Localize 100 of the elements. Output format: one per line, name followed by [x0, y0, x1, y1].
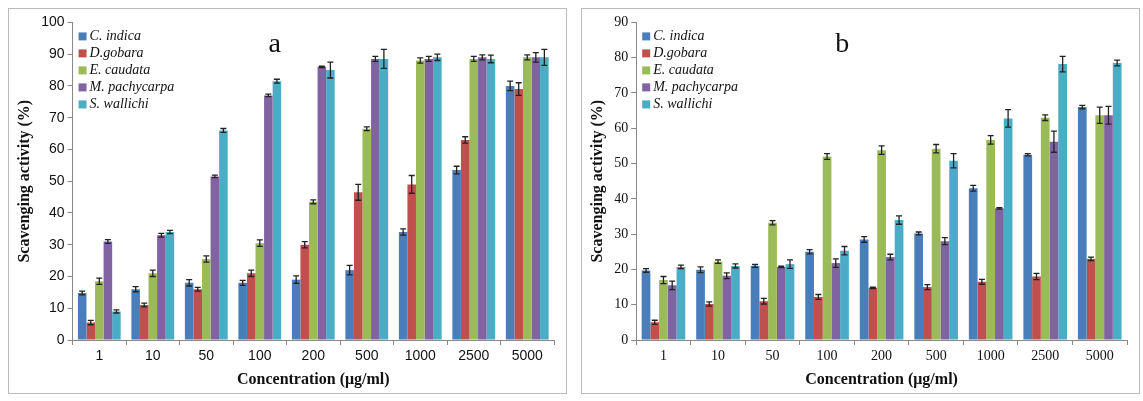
- bar: [353, 192, 363, 340]
- legend-label: E. caudata: [88, 62, 151, 78]
- bar: [238, 282, 247, 340]
- y-tick-label: 60: [48, 140, 65, 157]
- bar: [676, 266, 686, 340]
- bar: [514, 89, 523, 340]
- bar: [139, 305, 149, 340]
- bar: [112, 311, 121, 340]
- bar: [345, 270, 354, 340]
- y-axis-title: Scavenging activity (%): [587, 99, 606, 263]
- bar: [424, 58, 434, 340]
- bar: [1104, 115, 1113, 340]
- bar: [1077, 107, 1087, 340]
- y-tick-label: 60: [614, 119, 629, 135]
- bar: [813, 296, 823, 340]
- bar: [986, 139, 996, 340]
- bar: [398, 232, 408, 340]
- legend-label: C. indica: [653, 28, 705, 44]
- legend-label: D.gobara: [652, 45, 708, 61]
- y-tick-label: 90: [614, 14, 629, 30]
- x-tick-label: 10: [145, 347, 161, 364]
- x-tick-label: 2500: [1031, 348, 1060, 364]
- x-tick-label: 500: [925, 348, 947, 364]
- y-tick-label: 90: [48, 45, 65, 62]
- y-tick-label: 70: [48, 108, 65, 125]
- bar: [202, 259, 211, 340]
- y-tick-label: 100: [41, 13, 65, 30]
- bar: [371, 58, 380, 340]
- bar: [131, 289, 140, 340]
- x-tick-label: 1: [659, 348, 667, 364]
- bar: [704, 304, 714, 340]
- bar: [768, 222, 777, 340]
- annotation: a: [268, 27, 282, 59]
- bar: [1086, 258, 1096, 340]
- legend-label: M. pachycarpa: [652, 79, 738, 95]
- bar: [877, 150, 886, 340]
- y-tick-label: 30: [48, 235, 65, 252]
- bar: [914, 233, 924, 340]
- bar: [86, 322, 96, 340]
- y-tick-label: 0: [621, 331, 629, 347]
- y-tick-label: 80: [614, 49, 629, 65]
- bar: [317, 66, 327, 340]
- y-tick-label: 50: [614, 155, 629, 171]
- legend-label: D.gobara: [88, 45, 144, 61]
- bar: [822, 156, 832, 340]
- x-tick-label: 500: [355, 347, 379, 364]
- y-tick-label: 80: [48, 76, 65, 93]
- bar: [1040, 117, 1050, 340]
- x-tick-label: 10: [711, 348, 725, 364]
- bar: [219, 130, 228, 340]
- bar: [362, 128, 372, 340]
- bar: [1058, 64, 1068, 340]
- bar: [95, 281, 104, 340]
- x-tick-label: 50: [765, 348, 780, 364]
- x-tick-label: 1000: [976, 348, 1005, 364]
- annotation: b: [835, 27, 850, 59]
- x-tick-label: 2500: [458, 347, 490, 364]
- bar: [246, 273, 256, 340]
- bar: [505, 85, 515, 340]
- bar: [995, 208, 1004, 340]
- bar: [667, 285, 677, 340]
- y-tick-label: 20: [614, 261, 629, 277]
- x-tick-label: 100: [816, 348, 838, 364]
- x-axis-title: Concentration (μg/ml): [805, 369, 958, 388]
- bar: [923, 287, 932, 340]
- x-tick-label: 50: [198, 347, 215, 364]
- bar: [433, 57, 442, 340]
- bar: [785, 264, 795, 340]
- bar: [650, 322, 660, 340]
- bar: [272, 81, 282, 340]
- bar: [722, 275, 732, 340]
- x-tick-label: 200: [301, 347, 326, 364]
- bar: [157, 235, 166, 340]
- bar: [641, 270, 651, 340]
- bar: [77, 293, 87, 340]
- bar: [1049, 141, 1059, 340]
- bar: [1003, 118, 1013, 340]
- legend-label: S. wallichi: [653, 96, 713, 112]
- y-tick-label: 40: [48, 203, 65, 220]
- bar: [210, 176, 220, 340]
- legend-label: C. indica: [89, 28, 141, 44]
- bar: [868, 287, 878, 340]
- y-tick-label: 10: [614, 296, 629, 312]
- bar: [805, 251, 814, 340]
- bar: [255, 243, 265, 340]
- y-tick-label: 70: [614, 84, 629, 100]
- bar: [264, 95, 273, 340]
- x-tick-label: 1: [95, 347, 104, 364]
- bar: [1023, 154, 1033, 340]
- legend-label: M. pachycarpa: [88, 79, 175, 95]
- bar: [731, 265, 740, 340]
- y-tick-label: 50: [48, 172, 65, 189]
- bar: [165, 232, 175, 340]
- bar: [940, 241, 950, 340]
- bar: [478, 57, 487, 340]
- bar: [759, 301, 769, 340]
- bar: [750, 265, 760, 340]
- x-tick-label: 1000: [404, 347, 437, 364]
- x-tick-label: 5000: [511, 347, 544, 364]
- legend-label: S. wallichi: [89, 96, 149, 112]
